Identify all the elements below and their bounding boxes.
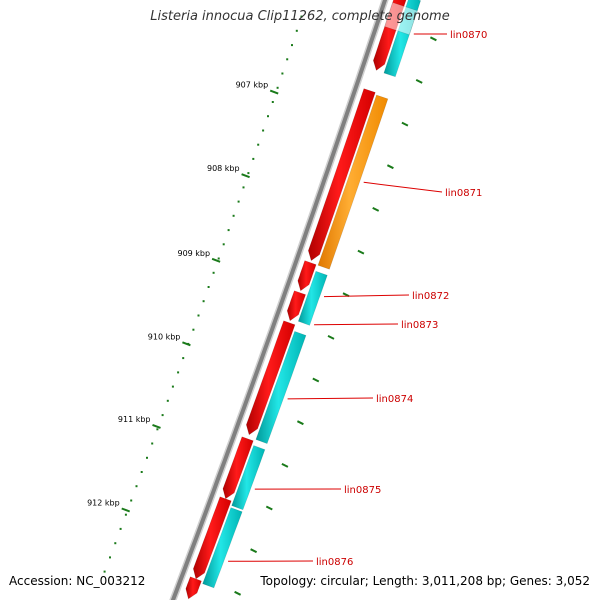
gene-track-forward — [192, 496, 232, 580]
gene-leader-line — [287, 397, 374, 400]
minor-tick-mark — [222, 243, 225, 246]
minor-tick-mark — [119, 527, 122, 530]
inner-tick-mark — [429, 36, 437, 42]
gene-track-forward — [222, 436, 254, 500]
minor-tick-mark — [252, 157, 255, 160]
gene-label: lin0875 — [344, 485, 381, 496]
title-overlay-fade — [384, 2, 418, 36]
minor-tick-mark — [192, 328, 195, 331]
minor-tick-mark — [217, 257, 220, 260]
scale-tick-label: 910 kbp — [148, 332, 181, 341]
gene-label: lin0872 — [412, 291, 449, 302]
gene-track-forward — [297, 260, 317, 292]
scale-tick-mark — [211, 257, 221, 263]
minor-tick-mark — [171, 385, 174, 388]
inner-tick-mark — [401, 121, 409, 127]
minor-tick-mark — [247, 172, 250, 175]
minor-tick-mark — [146, 456, 148, 459]
inner-tick-mark — [327, 335, 335, 340]
gene-track-forward — [245, 320, 296, 436]
minor-tick-mark — [267, 115, 269, 118]
accession-text: Accession: NC_003212 — [9, 574, 146, 588]
gene-label: lin0873 — [401, 320, 438, 331]
gene-track-forward — [185, 576, 202, 600]
minor-tick-mark — [109, 556, 111, 559]
inner-tick-mark — [234, 590, 242, 596]
scale-tick-mark — [269, 89, 279, 95]
minor-tick-mark — [140, 471, 143, 473]
gene-label: lin0870 — [450, 30, 487, 41]
gene-track-reverse — [297, 270, 328, 326]
minor-tick-mark — [237, 200, 240, 203]
scale-tick-label: 911 kbp — [118, 415, 151, 424]
inner-tick-mark — [250, 548, 258, 554]
minor-tick-mark — [207, 286, 210, 288]
minor-tick-mark — [227, 229, 230, 232]
minor-tick-mark — [161, 414, 164, 417]
inner-tick-mark — [281, 463, 289, 468]
minor-tick-mark — [156, 428, 159, 431]
gene-track-forward — [307, 88, 376, 262]
minor-tick-mark — [232, 214, 235, 217]
gene-leader-line — [314, 323, 399, 326]
gene-label: lin0874 — [376, 394, 413, 405]
scale-tick-mark — [152, 423, 161, 429]
minor-tick-mark — [212, 271, 215, 274]
gene-leader-line — [323, 294, 410, 298]
minor-tick-mark — [151, 442, 154, 445]
inner-tick-mark — [265, 505, 273, 511]
inner-tick-mark — [386, 164, 394, 170]
gene-label: lin0876 — [316, 557, 353, 568]
minor-tick-mark — [103, 570, 106, 573]
inner-tick-mark — [357, 249, 365, 255]
minor-tick-mark — [281, 72, 284, 75]
gene-track-highlight — [317, 94, 389, 270]
minor-tick-mark — [197, 314, 200, 317]
minor-tick-mark — [130, 499, 133, 502]
minor-tick-mark — [242, 186, 245, 189]
inner-tick-mark — [296, 420, 304, 426]
gene-leader-line — [363, 181, 443, 193]
minor-tick-mark — [286, 58, 289, 61]
minor-tick-mark — [114, 542, 117, 545]
scale-tick-label: 908 kbp — [207, 164, 240, 173]
minor-tick-mark — [257, 143, 260, 146]
scale-tick-mark — [121, 507, 131, 513]
scale-tick-label: 912 kbp — [87, 499, 120, 508]
inner-tick-mark — [372, 207, 380, 212]
minor-tick-mark — [262, 129, 265, 132]
minor-tick-mark — [135, 485, 138, 488]
genome-backbone — [170, 0, 388, 600]
minor-tick-mark — [291, 44, 293, 47]
minor-tick-mark — [271, 101, 274, 103]
minor-tick-mark — [124, 513, 127, 516]
gene-track-reverse — [231, 445, 266, 511]
gene-track-reverse — [202, 507, 243, 589]
minor-tick-mark — [182, 357, 185, 360]
minor-tick-mark — [166, 399, 169, 402]
minor-tick-mark — [276, 86, 279, 89]
minor-tick-mark — [202, 300, 205, 303]
gene-label: lin0871 — [445, 188, 482, 199]
genome-title: Listeria innocua Clip11262, complete gen… — [150, 9, 450, 24]
minor-tick-mark — [177, 371, 180, 374]
inner-tick-mark — [312, 377, 320, 383]
minor-tick-mark — [295, 29, 298, 32]
scale-tick-label: 909 kbp — [177, 249, 210, 258]
scale-tick-label: 907 kbp — [236, 81, 269, 90]
minor-tick-mark — [300, 15, 303, 18]
topology-text: Topology: circular; Length: 3,011,208 bp… — [260, 574, 590, 588]
gene-track-reverse — [255, 331, 307, 444]
scale-tick-mark — [182, 341, 191, 347]
scale-tick-mark — [241, 173, 250, 179]
gene-track-forward — [286, 290, 306, 322]
inner-tick-mark — [415, 79, 423, 84]
